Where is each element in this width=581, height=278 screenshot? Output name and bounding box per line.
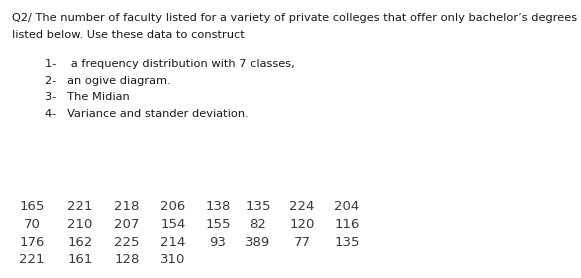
Text: Q2/ The number of faculty listed for a variety of private colleges that offer on: Q2/ The number of faculty listed for a v…: [12, 13, 581, 23]
Text: 120: 120: [289, 218, 315, 231]
Text: 128: 128: [114, 253, 139, 266]
Text: 165: 165: [19, 200, 45, 213]
Text: 161: 161: [67, 253, 93, 266]
Text: 218: 218: [114, 200, 139, 213]
Text: 116: 116: [334, 218, 360, 231]
Text: 224: 224: [289, 200, 315, 213]
Text: 389: 389: [245, 236, 271, 249]
Text: 82: 82: [250, 218, 267, 231]
Text: 135: 135: [334, 236, 360, 249]
Text: 1-    a frequency distribution with 7 classes,: 1- a frequency distribution with 7 class…: [45, 59, 295, 69]
Text: 4-   Variance and stander deviation.: 4- Variance and stander deviation.: [45, 108, 249, 118]
Text: 214: 214: [160, 236, 186, 249]
Text: 135: 135: [245, 200, 271, 213]
Text: 3-   The Midian: 3- The Midian: [45, 92, 130, 102]
Text: 93: 93: [210, 236, 227, 249]
Text: 154: 154: [160, 218, 186, 231]
Text: 204: 204: [335, 200, 360, 213]
Text: 207: 207: [114, 218, 139, 231]
Text: 2-   an ogive diagram.: 2- an ogive diagram.: [45, 76, 171, 86]
Text: 221: 221: [67, 200, 93, 213]
Text: 210: 210: [67, 218, 93, 231]
Text: 77: 77: [293, 236, 310, 249]
Text: 162: 162: [67, 236, 93, 249]
Text: listed below. Use these data to construct: listed below. Use these data to construc…: [12, 31, 245, 41]
Text: 225: 225: [114, 236, 140, 249]
Text: 70: 70: [24, 218, 41, 231]
Text: 221: 221: [19, 253, 45, 266]
Text: 155: 155: [205, 218, 231, 231]
Text: 206: 206: [160, 200, 185, 213]
Text: 310: 310: [160, 253, 186, 266]
Text: 176: 176: [19, 236, 45, 249]
Text: 138: 138: [205, 200, 231, 213]
